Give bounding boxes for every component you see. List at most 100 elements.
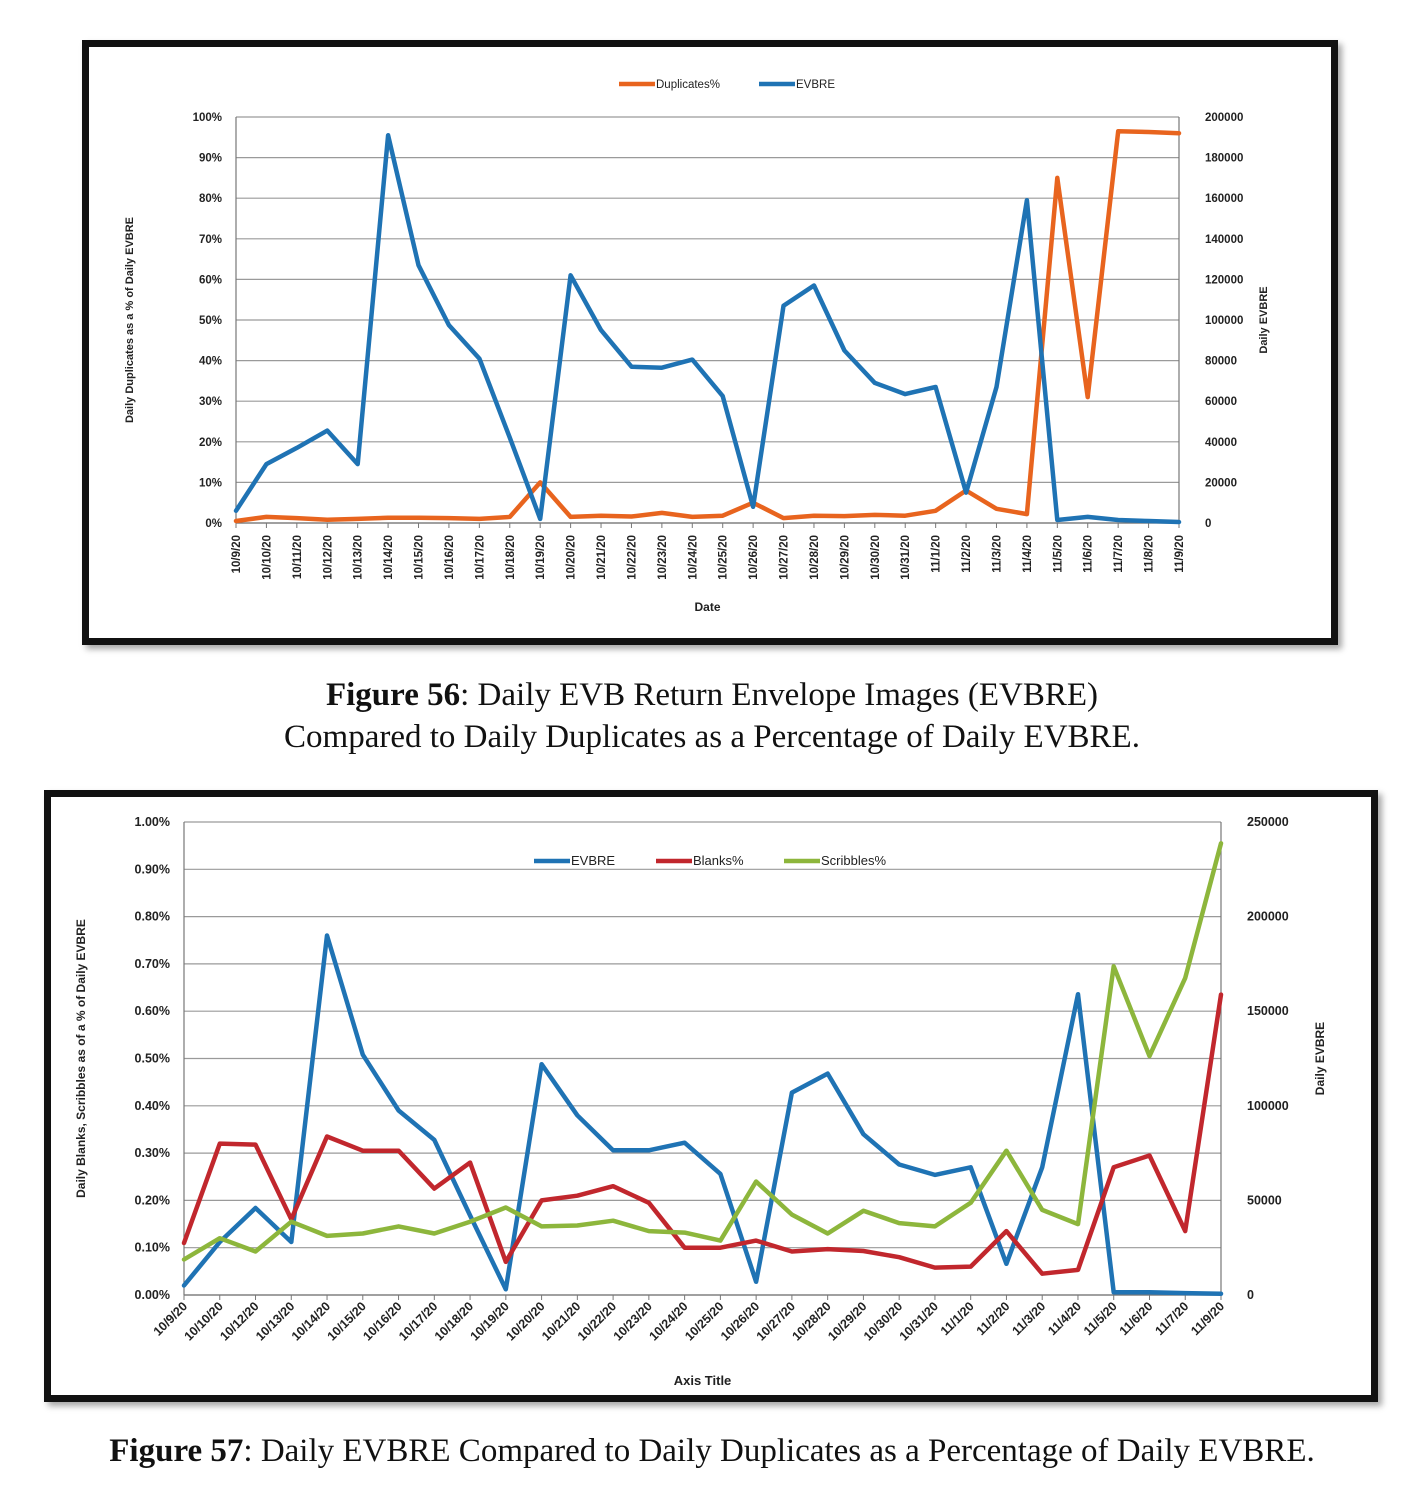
x-tick-label: 10/28/20 (809, 535, 821, 580)
y-right-tick-label: 80000 (1205, 356, 1237, 368)
x-axis-title: Axis Title (674, 1373, 732, 1388)
x-tick-label: 10/20/20 (566, 535, 578, 580)
y-right-tick-label: 180000 (1205, 153, 1243, 165)
scribbles-series-line (181, 841, 1224, 1262)
y-left-tick-label: 90% (199, 153, 222, 165)
x-tick-label: 10/26/20 (748, 535, 760, 580)
x-tick-label: 10/17/20 (474, 535, 486, 580)
y-left-tick-label: 40% (199, 356, 222, 368)
y-right-tick-label: 0 (1247, 1288, 1254, 1302)
x-tick-label: 11/4/20 (1022, 535, 1034, 573)
y-right-tick-label: 100000 (1205, 315, 1243, 327)
y-right-tick-label: 160000 (1205, 193, 1243, 205)
x-tick-label: 11/2/20 (961, 535, 973, 573)
x-tick-label: 10/18/20 (505, 535, 517, 580)
y-left-tick-label: 0.40% (135, 1099, 170, 1113)
x-tick-label: 10/31/20 (897, 1299, 941, 1343)
x-tick-label: 10/10/20 (261, 535, 273, 580)
x-tick-label: 11/9/20 (1188, 1299, 1227, 1338)
x-tick-label: 11/1/20 (931, 535, 943, 573)
y-right-tick-label: 60000 (1205, 396, 1237, 408)
x-tick-label: 10/14/20 (383, 535, 395, 580)
x-tick-label: 10/27/20 (779, 535, 791, 580)
x-tick-label: 10/9/20 (231, 535, 243, 573)
y-left-tick-label: 0.80% (135, 910, 170, 924)
y-left-tick-label: 0.70% (135, 957, 170, 971)
y-right-tick-label: 50000 (1247, 1193, 1282, 1207)
blanks-legend-label: Blanks% (693, 853, 744, 868)
blanks-series-line (181, 992, 1224, 1276)
y-left-tick-label: 0% (205, 518, 222, 530)
x-tick-label: 10/24/20 (687, 535, 699, 580)
y-right-tick-label: 100000 (1247, 1099, 1289, 1113)
x-tick-label: 11/5/20 (1052, 535, 1064, 573)
figure-56-caption-line2: Compared to Daily Duplicates as a Percen… (284, 719, 1140, 755)
x-tick-label: 10/12/20 (322, 535, 334, 580)
y-left-tick-label: 30% (199, 396, 222, 408)
x-tick-label: 11/3/20 (991, 535, 1003, 573)
x-tick-label: 10/15/20 (414, 535, 426, 580)
x-tick-label: 11/2/20 (974, 1299, 1013, 1338)
figure-57-caption: Figure 57: Daily EVBRE Compared to Daily… (0, 1430, 1424, 1472)
y-left-tick-label: 0.00% (135, 1288, 170, 1302)
x-tick-label: 11/9/20 (1174, 535, 1186, 573)
y-left-tick-label: 100% (193, 112, 222, 124)
figure-57-caption-line1: : Daily EVBRE Compared to Daily Duplicat… (243, 1433, 1315, 1469)
x-tick-label: 11/3/20 (1009, 1299, 1048, 1338)
y-left-tick-label: 60% (199, 274, 222, 286)
x-tick-label: 10/19/20 (535, 535, 547, 580)
y-left-axis-title: Daily Duplicates as a % of Daily EVBRE (124, 217, 136, 423)
x-axis-title: Date (694, 600, 720, 614)
y-left-tick-label: 0.20% (135, 1193, 170, 1207)
x-tick-label: 11/7/20 (1113, 535, 1125, 573)
x-tick-label: 10/29/20 (839, 535, 851, 580)
y-left-tick-label: 50% (199, 315, 222, 327)
y-left-tick-label: 1.00% (135, 815, 170, 829)
x-tick-label: 11/1/20 (938, 1299, 977, 1338)
y-right-tick-label: 140000 (1205, 234, 1243, 246)
x-tick-label: 10/23/20 (657, 535, 669, 580)
figure-56-caption-line1: : Daily EVB Return Envelope Images (EVBR… (460, 677, 1098, 713)
y-left-tick-label: 70% (199, 234, 222, 246)
x-tick-label: 10/25/20 (718, 535, 730, 580)
figure-56-svg: 0% 10% 20% 30% 40% 50% 60% 70% 80% 90% 100% 0 20000 4… (124, 79, 1270, 614)
y-left-tick-label: 0.50% (135, 1052, 170, 1066)
evbre-series-line (233, 133, 1182, 525)
y-right-axis-title: Daily EVBRE (1258, 286, 1270, 353)
figure-57-svg: 0.00% 0.10% 0.20% 0.30% 0.40% 0.50% 0.60% 0.70%… (74, 815, 1327, 1388)
y-right-tick-label: 40000 (1205, 437, 1237, 449)
y-left-tick-label: 10% (199, 477, 222, 489)
y-left-tick-label: 0.30% (135, 1146, 170, 1160)
y-right-tick-label: 200000 (1205, 112, 1243, 124)
x-tick-label: 11/5/20 (1081, 1299, 1120, 1338)
y-right-tick-label: 150000 (1247, 1004, 1289, 1018)
x-tick-label: 11/7/20 (1152, 1299, 1191, 1338)
y-right-tick-label: 250000 (1247, 815, 1289, 829)
x-tick-label: 11/8/20 (1144, 535, 1156, 573)
y-right-tick-label: 0 (1205, 518, 1211, 530)
y-right-axis-title: Daily EVBRE (1313, 1022, 1327, 1095)
x-tick-label: 10/16/20 (444, 535, 456, 580)
x-tick-label: 10/21/20 (596, 535, 608, 580)
y-right-tick-label: 20000 (1205, 477, 1237, 489)
x-tick-label: 10/11/20 (292, 535, 304, 579)
figure-57-label: Figure 57 (109, 1433, 244, 1469)
y-left-tick-label: 0.60% (135, 1004, 170, 1018)
x-tick-label: 11/4/20 (1045, 1299, 1084, 1338)
x-tick-label: 10/31/20 (900, 535, 912, 580)
figure-57-chart: 0.00% 0.10% 0.20% 0.30% 0.40% 0.50% 0.60% 0.70%… (44, 790, 1378, 1402)
x-tick-label: 10/22/20 (626, 535, 638, 580)
evbre-legend-label: EVBRE (796, 79, 835, 91)
figure-56-chart: 0% 10% 20% 30% 40% 50% 60% 70% 80% 90% 100% 0 20000 4… (82, 40, 1338, 645)
x-tick-label: 11/6/20 (1117, 1299, 1156, 1338)
y-left-axis-title: Daily Blanks, Scribbles as of a % of Dai… (74, 919, 88, 1198)
figure-56-label: Figure 56 (325, 677, 461, 713)
y-left-tick-label: 80% (199, 193, 222, 205)
evbre-series-line (181, 933, 1224, 1296)
y-right-tick-label: 120000 (1205, 274, 1243, 286)
evbre-legend-label: EVBRE (571, 853, 615, 868)
y-left-tick-label: 20% (199, 437, 222, 449)
y-left-tick-label: 0.10% (135, 1241, 170, 1255)
y-right-tick-label: 200000 (1247, 910, 1289, 924)
duplicates-series-line (233, 128, 1182, 524)
